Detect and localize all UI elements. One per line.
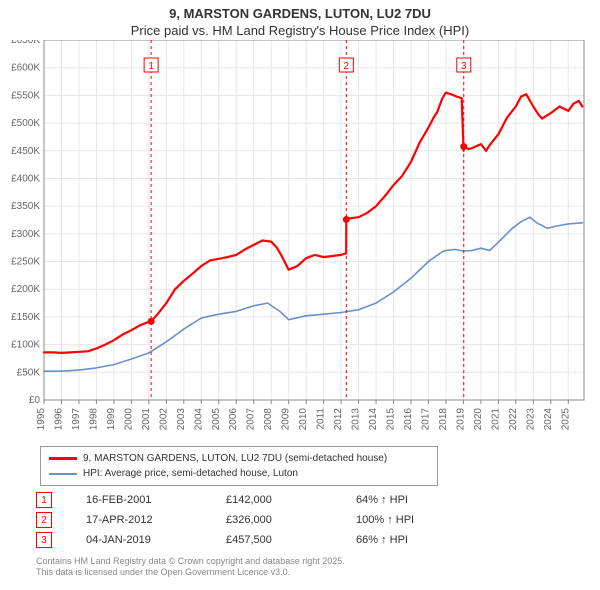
- svg-text:2018: 2018: [438, 407, 449, 430]
- svg-text:2005: 2005: [211, 407, 222, 430]
- svg-text:£150K: £150K: [11, 312, 40, 323]
- sale-delta: 64% ↑ HPI: [356, 494, 476, 506]
- sale-number-box: 2: [36, 512, 52, 528]
- sale-price: £142,000: [226, 494, 356, 506]
- attribution-text: Contains HM Land Registry data © Crown c…: [36, 556, 345, 579]
- attribution-line-2: This data is licensed under the Open Gov…: [36, 567, 345, 578]
- svg-text:2009: 2009: [281, 407, 292, 430]
- svg-text:2023: 2023: [525, 407, 536, 430]
- svg-text:2004: 2004: [193, 407, 204, 430]
- sale-price: £326,000: [226, 514, 356, 526]
- legend-box: 9, MARSTON GARDENS, LUTON, LU2 7DU (semi…: [40, 446, 438, 486]
- svg-text:£0: £0: [29, 395, 41, 406]
- svg-text:2025: 2025: [560, 407, 571, 430]
- svg-text:3: 3: [461, 61, 467, 72]
- sale-price: £457,500: [226, 534, 356, 546]
- svg-text:1997: 1997: [71, 407, 82, 430]
- svg-text:2006: 2006: [228, 407, 239, 430]
- svg-text:2019: 2019: [455, 407, 466, 430]
- svg-text:£500K: £500K: [11, 118, 40, 129]
- sale-date: 04-JAN-2019: [86, 534, 226, 546]
- svg-text:1: 1: [148, 61, 154, 72]
- sales-row: 3 04-JAN-2019£457,50066% ↑ HPI: [36, 530, 476, 550]
- svg-text:2011: 2011: [316, 407, 327, 429]
- svg-text:£450K: £450K: [11, 146, 40, 157]
- svg-text:1999: 1999: [106, 407, 117, 430]
- legend-swatch: [49, 457, 77, 460]
- sales-table: 1 16-FEB-2001£142,00064% ↑ HPI 2 17-APR-201…: [36, 490, 476, 550]
- sale-delta: 100% ↑ HPI: [356, 514, 476, 526]
- svg-text:£50K: £50K: [17, 367, 41, 378]
- svg-text:2000: 2000: [123, 407, 134, 430]
- legend-label: HPI: Average price, semi-detached house,…: [83, 466, 298, 481]
- svg-text:2010: 2010: [298, 407, 309, 430]
- svg-text:£600K: £600K: [11, 62, 40, 73]
- svg-text:2017: 2017: [420, 407, 431, 430]
- svg-text:1996: 1996: [53, 407, 64, 430]
- svg-text:£300K: £300K: [11, 229, 40, 240]
- svg-text:£400K: £400K: [11, 173, 40, 184]
- svg-text:2007: 2007: [246, 407, 257, 430]
- svg-text:2021: 2021: [490, 407, 501, 430]
- title-line-1: 9, MARSTON GARDENS, LUTON, LU2 7DU: [0, 6, 600, 23]
- sale-date: 17-APR-2012: [86, 514, 226, 526]
- svg-text:2015: 2015: [386, 407, 397, 430]
- svg-text:£350K: £350K: [11, 201, 40, 212]
- chart-area: £0 £50K £100K £150K £200K £250K £300K £350K £400…: [0, 40, 600, 440]
- svg-text:2024: 2024: [543, 407, 554, 430]
- svg-text:2003: 2003: [176, 407, 187, 430]
- svg-text:£250K: £250K: [11, 256, 40, 267]
- svg-text:2020: 2020: [473, 407, 484, 430]
- legend-row: 9, MARSTON GARDENS, LUTON, LU2 7DU (semi…: [49, 451, 429, 466]
- attribution-line-1: Contains HM Land Registry data © Crown c…: [36, 556, 345, 567]
- svg-text:2016: 2016: [403, 407, 414, 430]
- svg-text:£200K: £200K: [11, 284, 40, 295]
- svg-text:2001: 2001: [141, 407, 152, 430]
- sales-row: 2 17-APR-2012£326,000100% ↑ HPI: [36, 510, 476, 530]
- title-line-2: Price paid vs. HM Land Registry's House …: [0, 23, 600, 40]
- svg-text:1995: 1995: [36, 407, 47, 430]
- svg-text:£100K: £100K: [11, 339, 40, 350]
- svg-text:2022: 2022: [508, 407, 519, 430]
- svg-text:£550K: £550K: [11, 90, 40, 101]
- legend-row: HPI: Average price, semi-detached house,…: [49, 466, 429, 481]
- svg-text:2014: 2014: [368, 407, 379, 430]
- legend-swatch: [49, 473, 77, 475]
- sale-number-box: 1: [36, 492, 52, 508]
- svg-text:2013: 2013: [351, 407, 362, 430]
- price-chart-svg: £0 £50K £100K £150K £200K £250K £300K £350K £400…: [0, 40, 600, 440]
- svg-text:2002: 2002: [158, 407, 169, 430]
- sale-delta: 66% ↑ HPI: [356, 534, 476, 546]
- sale-number-box: 3: [36, 532, 52, 548]
- svg-text:£650K: £650K: [11, 40, 40, 46]
- svg-text:2: 2: [344, 61, 350, 72]
- svg-text:2008: 2008: [263, 407, 274, 430]
- sale-date: 16-FEB-2001: [86, 494, 226, 506]
- chart-title-block: 9, MARSTON GARDENS, LUTON, LU2 7DU Price…: [0, 0, 600, 40]
- legend-label: 9, MARSTON GARDENS, LUTON, LU2 7DU (semi…: [83, 451, 387, 466]
- svg-text:1998: 1998: [88, 407, 99, 430]
- sales-row: 1 16-FEB-2001£142,00064% ↑ HPI: [36, 490, 476, 510]
- svg-text:2012: 2012: [333, 407, 344, 430]
